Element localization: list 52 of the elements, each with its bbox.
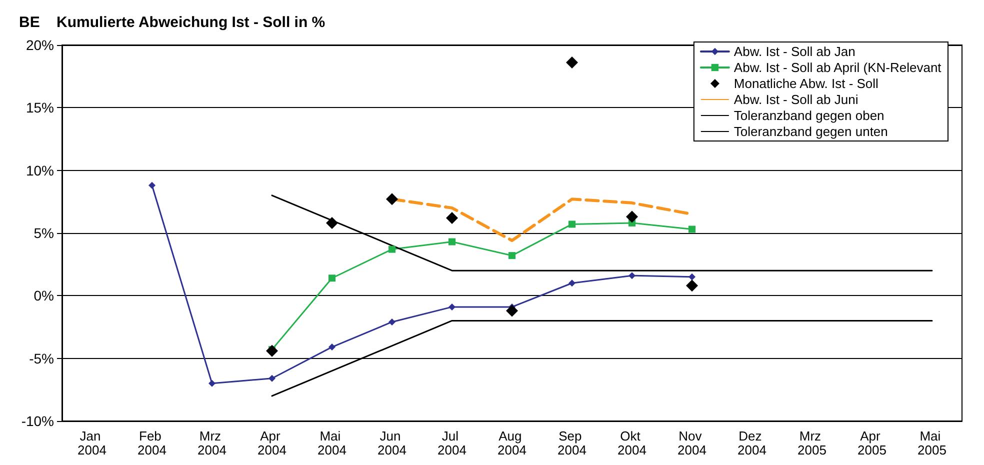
legend-label: Toleranzband gegen oben [734, 108, 884, 123]
point [566, 56, 578, 69]
x-tick-label: Nov 2004 [678, 428, 706, 458]
x-tick-label: Feb 2004 [138, 428, 166, 458]
chart-title: BE Kumulierte Abweichung Ist - Soll in % [19, 14, 326, 31]
point [208, 380, 216, 387]
point [688, 273, 696, 280]
legend-label: Abw. Ist - Soll ab April (KN-Relevant [734, 60, 942, 75]
point [328, 344, 336, 351]
x-tick-label: Jan 2004 [78, 428, 106, 458]
y-tick-label: -10% [21, 413, 54, 429]
point [148, 182, 156, 189]
y-tick-label: 5% [34, 225, 54, 241]
legend-label: Monatliche Abw. Ist - Soll [734, 76, 879, 91]
y-tick-label: 15% [26, 100, 54, 116]
point [268, 374, 276, 382]
point [388, 318, 396, 326]
point [626, 210, 638, 223]
legend-label: Abw. Ist - Soll ab Jan [734, 44, 856, 59]
y-tick-label: 0% [34, 288, 54, 304]
x-tick-label: Mai 2005 [918, 428, 946, 458]
point [686, 280, 698, 292]
point [448, 303, 456, 310]
point [328, 274, 336, 282]
y-tick-label: -5% [29, 350, 54, 366]
x-tick-label: Jul 2004 [438, 428, 466, 458]
x-tick-label: Aug 2004 [498, 428, 526, 458]
point [448, 238, 456, 246]
x-tick-label: Dez 2004 [738, 428, 766, 458]
point [506, 304, 518, 317]
x-tick-label: Apr 2005 [858, 428, 886, 458]
x-tick-label: Okt 2004 [618, 428, 646, 458]
x-tick-label: Jun 2004 [378, 428, 406, 458]
y-tick-label: 20% [26, 37, 54, 53]
point [446, 212, 458, 224]
point [386, 193, 398, 206]
point [266, 344, 278, 357]
point [628, 272, 636, 280]
point [568, 280, 576, 287]
legend-label: Toleranzband gegen unten [734, 124, 888, 139]
x-tick-label: Apr 2004 [258, 428, 286, 458]
x-tick-label: Mrz 2004 [198, 428, 226, 458]
point [508, 252, 516, 260]
legend-label: Abw. Ist - Soll ab Juni [734, 92, 858, 107]
point [568, 220, 576, 228]
x-tick-label: Mrz 2005 [798, 428, 826, 458]
x-tick-label: Sep 2004 [558, 428, 586, 458]
x-tick-label: Mai 2004 [318, 428, 346, 458]
point [326, 216, 338, 229]
point [688, 226, 696, 233]
point [388, 246, 396, 253]
y-tick-label: 10% [26, 162, 54, 178]
